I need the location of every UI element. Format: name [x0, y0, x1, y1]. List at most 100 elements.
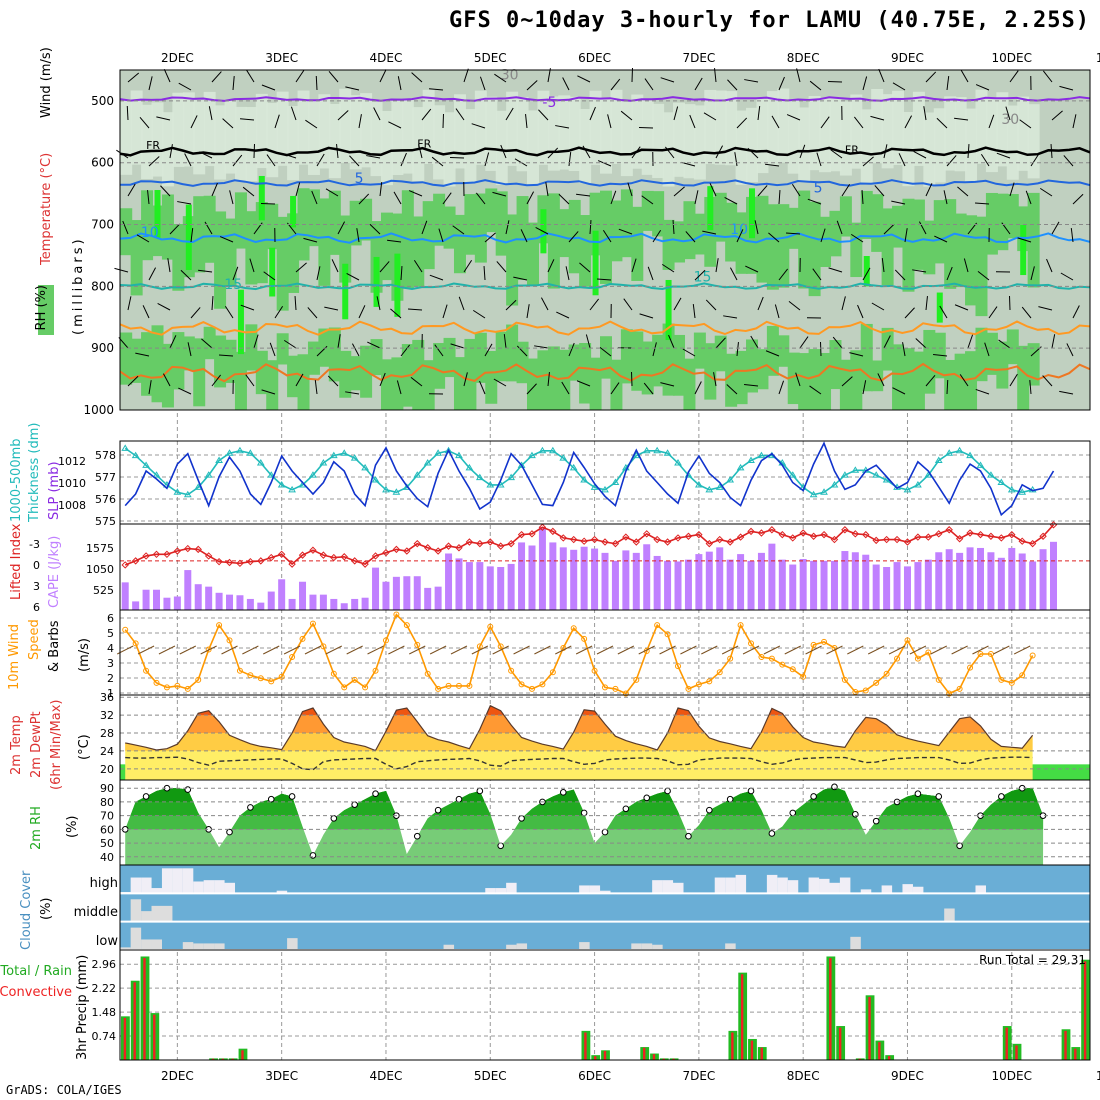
- wind-barb: [429, 88, 444, 91]
- wind-barb: [1046, 258, 1053, 273]
- rh-cell: [453, 214, 466, 274]
- wind-barb: [946, 155, 957, 167]
- lifted-index-point: [570, 535, 578, 544]
- rh-cell: [506, 214, 519, 306]
- wind-barb: [747, 147, 759, 159]
- lifted-index-point: [277, 550, 286, 559]
- rh-cell: [412, 339, 425, 410]
- rh-cell: [881, 208, 894, 286]
- rh-cell: [290, 195, 297, 228]
- cloud-bar: [130, 899, 142, 922]
- lifted-index-point: [121, 561, 129, 569]
- wind-barb: [438, 228, 444, 243]
- wind-barb: [1005, 106, 1011, 121]
- wind-barb: [127, 296, 132, 311]
- wind-tick: 4: [107, 642, 114, 655]
- cloud-bar: [182, 942, 194, 950]
- rh-cell: [453, 94, 466, 169]
- rh-cell: [714, 335, 727, 372]
- cape-bar: [580, 546, 588, 610]
- wind-barb: [975, 388, 990, 395]
- wind-barb: [673, 186, 685, 197]
- rh-cell: [933, 108, 946, 183]
- wind-barb: [925, 183, 933, 197]
- rh-cell: [766, 325, 779, 376]
- rh-cell: [819, 216, 832, 267]
- rh-cell: [714, 90, 727, 165]
- wind-speed-point: [570, 625, 577, 632]
- rh-cell: [224, 339, 237, 383]
- rh-cell: [120, 332, 133, 385]
- thickness-point: [663, 449, 672, 456]
- rh-cell: [683, 201, 696, 260]
- wind-barb: [345, 391, 360, 395]
- rh-cell: [297, 354, 310, 410]
- cape-tick: 1575: [86, 542, 114, 555]
- wind-barb: [904, 307, 915, 319]
- rh-point: [706, 806, 713, 814]
- cape-bar: [455, 558, 463, 610]
- wind-barb: [142, 305, 150, 319]
- wind-barb: [727, 79, 738, 91]
- precip-convective-bar: [594, 1056, 597, 1060]
- cape-bar: [205, 586, 213, 610]
- wind-speed-point: [466, 682, 473, 689]
- wind-speed-point: [779, 661, 786, 668]
- thickness-point: [976, 461, 985, 468]
- wind-tick: 2: [107, 672, 114, 685]
- thickness-point: [236, 446, 244, 454]
- wind-barb: [577, 75, 591, 83]
- rh-cell: [693, 105, 706, 180]
- rh-cell: [443, 112, 456, 187]
- rh-point: [789, 809, 797, 817]
- thickness-point: [903, 485, 912, 493]
- thickness-point: [841, 471, 849, 478]
- wind-barb: [862, 267, 871, 281]
- rh-cell: [547, 193, 560, 289]
- thickness-point: [653, 446, 662, 454]
- wind-barb: [694, 190, 699, 205]
- wind-speed-point: [1029, 652, 1036, 659]
- wind-barb: [274, 305, 284, 319]
- cloud-bar: [829, 882, 840, 894]
- rh-cell: [506, 91, 519, 166]
- wind-barb: [641, 195, 654, 205]
- date-label-top: 4DEC: [370, 51, 403, 65]
- cape-bar: [465, 562, 473, 610]
- rh-cell: [631, 94, 644, 169]
- lifted-index-point: [350, 557, 359, 565]
- lifted-index-point: [549, 527, 557, 536]
- cloud-bar: [808, 877, 820, 894]
- isotherm-label: -5: [542, 95, 556, 111]
- wind-speed-point: [758, 654, 765, 661]
- rh-field: [120, 70, 1090, 410]
- isotherm-label: 15: [224, 277, 242, 293]
- rh-cell: [620, 329, 633, 384]
- wind-barb: [249, 258, 255, 273]
- lifted-index-line: [124, 524, 1055, 566]
- lifted-index-point: [882, 535, 891, 544]
- rh-cell: [287, 213, 300, 293]
- wind-speed-point: [247, 672, 254, 679]
- thickness-point: [277, 480, 286, 488]
- wind-barb: [701, 645, 718, 655]
- rh-cell: [631, 206, 644, 281]
- wind-barb: [1009, 182, 1015, 197]
- lifted-index-point: [215, 557, 223, 566]
- rh-cell: [276, 91, 289, 166]
- cape-bar: [601, 552, 609, 610]
- wind-speed-point: [132, 640, 139, 647]
- wind-barb: [807, 198, 822, 205]
- cloud-bar: [714, 877, 726, 894]
- precip-convective-bar: [231, 1058, 234, 1060]
- wind-barb: [408, 190, 423, 197]
- lifted-index-point: [935, 530, 943, 538]
- wind-speed-point: [163, 684, 170, 691]
- cape-bar: [382, 581, 390, 610]
- precip-convective-bar: [211, 1058, 215, 1060]
- cape-bar: [1049, 541, 1057, 610]
- rh-cell: [850, 222, 863, 278]
- thickness-point: [371, 476, 380, 483]
- wind-speed-point: [174, 682, 181, 689]
- cape-bar: [236, 595, 244, 610]
